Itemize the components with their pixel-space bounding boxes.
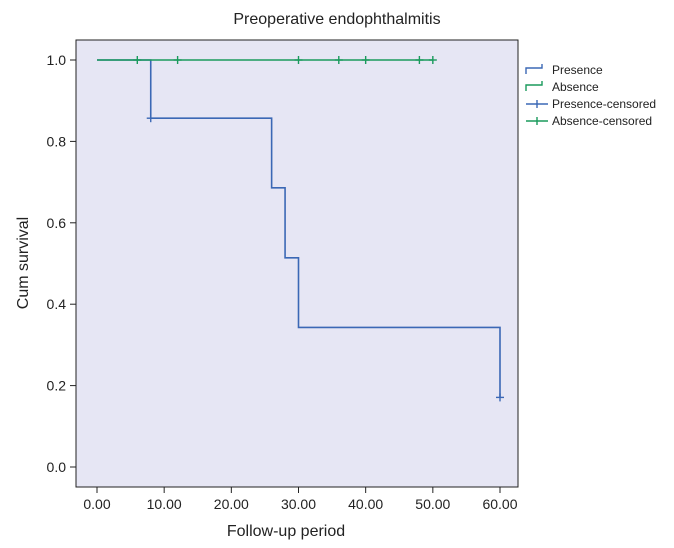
x-tick-label: 30.00 [281,496,316,512]
y-axis-label: Cum survival [15,217,32,309]
legend-item-absence: Absence [525,80,599,94]
legend-item-presence-censored: Presence-censored [526,97,656,111]
y-tick-label: 0.0 [47,459,67,475]
y-tick-label: 0.6 [47,215,67,231]
y-tick-label: 0.2 [47,378,67,394]
censor-mark-absence [334,56,343,64]
y-tick-label: 0.8 [47,133,67,149]
legend-label: Presence [552,63,603,77]
y-axis-ticks: 0.0 0.2 0.4 0.6 0.8 1.0 [47,52,76,475]
x-axis-label: Follow-up period [227,523,345,540]
censor-mark-absence [415,56,424,64]
legend-label: Presence-censored [552,97,656,111]
x-tick-label: 0.00 [83,496,110,512]
plot-area [75,39,519,488]
censor-mark-presence [146,114,155,123]
x-tick-label: 50.00 [415,496,450,512]
censor-mark-absence [133,56,142,64]
chart-title: Preoperative endophthalmitis [233,11,440,28]
legend-label: Absence [552,80,599,94]
x-tick-label: 60.00 [482,496,517,512]
censor-mark-absence [361,56,370,64]
legend-item-presence: Presence [525,63,603,77]
censor-mark-absence [294,56,303,64]
y-tick-label: 0.4 [47,296,67,312]
y-tick-label: 1.0 [47,52,67,68]
x-tick-label: 10.00 [147,496,182,512]
legend: Presence Absence Presence-censored Absence-… [525,63,656,128]
series-layer [97,56,504,402]
x-tick-label: 20.00 [214,496,249,512]
x-tick-label: 40.00 [348,496,383,512]
censor-mark-absence [173,56,182,64]
legend-label: Absence-censored [552,114,652,128]
legend-item-absence-censored: Absence-censored [526,114,652,128]
censor-mark-absence [428,56,437,64]
censor-mark-presence [496,393,504,402]
x-axis-ticks: 0.00 10.00 20.00 30.00 40.00 50.00 60.00 [83,487,518,512]
series-line-presence [97,59,501,398]
